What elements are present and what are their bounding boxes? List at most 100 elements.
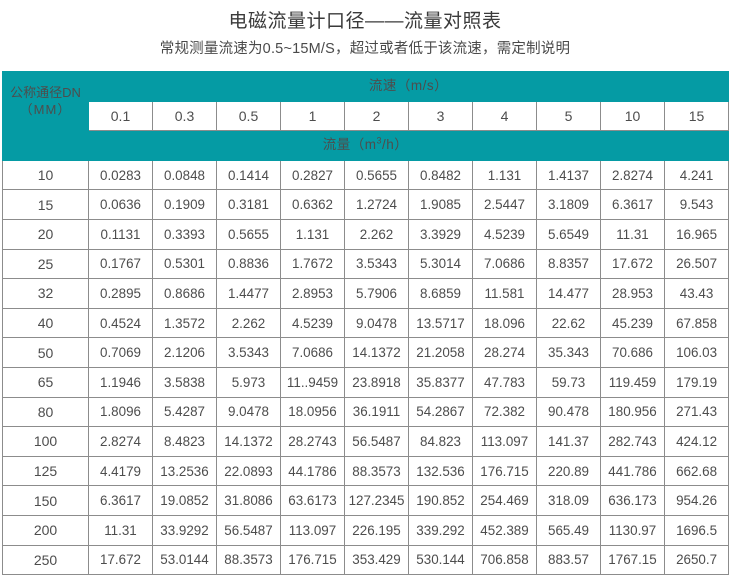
flow-value-cell: 7.0686 bbox=[280, 337, 345, 368]
flow-band-suffix: /h） bbox=[382, 137, 409, 153]
flow-value-cell: 1.4137 bbox=[536, 159, 601, 191]
flow-value-cell: 44.1786 bbox=[280, 455, 345, 487]
flow-value-cell: 180.956 bbox=[600, 396, 665, 428]
flow-value-cell: 5.6549 bbox=[536, 218, 601, 250]
flow-value-cell: 63.6173 bbox=[280, 485, 345, 516]
flow-value-cell: 0.5655 bbox=[216, 218, 281, 250]
flow-value-cell: 3.1809 bbox=[536, 189, 601, 220]
flow-value-cell: 1130.97 bbox=[600, 514, 665, 546]
flow-value-cell: 2650.7 bbox=[663, 544, 730, 576]
velocity-header-cell: 15 bbox=[663, 100, 730, 132]
flow-value-cell: 271.43 bbox=[663, 396, 730, 428]
dn-cell: 40 bbox=[2, 307, 89, 339]
flow-value-cell: 18.0956 bbox=[280, 396, 345, 428]
flow-value-cell: 54.2867 bbox=[408, 396, 473, 428]
flow-value-cell: 424.12 bbox=[663, 426, 730, 457]
table-row: 80 1.8096 5.4287 9.0478 18.0956 36.1911 54.286… bbox=[2, 396, 730, 428]
flow-value-cell: 1.4477 bbox=[216, 278, 281, 309]
flow-value-cell: 2.8953 bbox=[280, 278, 345, 309]
table-row: 50 0.7069 2.1206 3.5343 7.0686 14.1372 21.2058… bbox=[2, 337, 730, 368]
table-row: 40 0.4524 1.3572 2.262 4.5239 9.0478 13.5717 18… bbox=[2, 307, 730, 339]
flow-value-cell: 59.73 bbox=[536, 366, 601, 398]
flow-value-cell: 14.1372 bbox=[344, 337, 409, 368]
flow-value-cell: 6.3617 bbox=[88, 485, 153, 516]
table-row: 25 0.1767 0.5301 0.8836 1.7672 3.5343 5.3014 7.… bbox=[2, 248, 730, 280]
flow-value-cell: 28.2743 bbox=[280, 426, 345, 457]
table-row: 65 1.1946 3.5838 5.973 11..9459 23.8918 35.837… bbox=[2, 366, 730, 398]
flow-value-cell: 254.469 bbox=[472, 485, 537, 516]
table-row: 150 6.3617 19.0852 31.8086 63.6173 127.2345 19… bbox=[2, 485, 730, 516]
flow-value-cell: 1767.15 bbox=[600, 544, 665, 576]
flow-value-cell: 56.5487 bbox=[344, 426, 409, 457]
flow-value-cell: 18.096 bbox=[472, 307, 537, 339]
flow-value-cell: 339.292 bbox=[408, 514, 473, 546]
velocity-band-header: 流速（m/s） bbox=[87, 71, 730, 102]
flow-value-cell: 4.5239 bbox=[472, 218, 537, 250]
table-body: 10 0.0283 0.0848 0.1414 0.2827 0.5655 0.8482 1.… bbox=[2, 159, 730, 576]
flow-value-cell: 0.4524 bbox=[88, 307, 153, 339]
flow-band-prefix: 流量（m bbox=[322, 137, 377, 153]
table-row: 125 4.4179 13.2536 22.0893 44.1786 88.3573 132… bbox=[2, 455, 730, 487]
flow-value-cell: 26.507 bbox=[663, 248, 730, 280]
flow-value-cell: 5.973 bbox=[216, 366, 281, 398]
velocity-header-cell: 1 bbox=[280, 100, 345, 132]
dn-cell: 80 bbox=[2, 396, 89, 428]
flow-value-cell: 1.131 bbox=[472, 159, 537, 191]
dn-cell: 200 bbox=[2, 514, 89, 546]
flow-value-cell: 0.5655 bbox=[344, 159, 409, 191]
flow-value-cell: 2.262 bbox=[216, 307, 281, 339]
flow-value-cell: 47.783 bbox=[472, 366, 537, 398]
flow-value-cell: 14.477 bbox=[536, 278, 601, 309]
table-row: 20 0.1131 0.3393 0.5655 1.131 2.262 3.3929 4.52… bbox=[2, 218, 730, 250]
table-row: 100 2.8274 8.4823 14.1372 28.2743 56.5487 84.8… bbox=[2, 426, 730, 457]
velocity-header-cell: 2 bbox=[344, 100, 409, 132]
velocity-header-cell: 5 bbox=[536, 100, 601, 132]
table-row: 200 11.31 33.9292 56.5487 113.097 226.195 339.… bbox=[2, 514, 730, 546]
flow-value-cell: 11.31 bbox=[88, 514, 153, 546]
flow-value-cell: 53.0144 bbox=[152, 544, 217, 576]
flow-value-cell: 0.7069 bbox=[88, 337, 153, 368]
flow-value-cell: 36.1911 bbox=[344, 396, 409, 428]
flow-value-cell: 14.1372 bbox=[216, 426, 281, 457]
table-row: 10 0.0283 0.0848 0.1414 0.2827 0.5655 0.8482 1.… bbox=[2, 159, 730, 191]
flow-value-cell: 5.7906 bbox=[344, 278, 409, 309]
header-row-flow-band: 流量（m3/h） bbox=[1, 130, 730, 161]
flow-value-cell: 0.2827 bbox=[280, 159, 345, 191]
flow-value-cell: 0.8482 bbox=[408, 159, 473, 191]
flow-value-cell: 954.26 bbox=[663, 485, 730, 516]
dn-cell: 20 bbox=[2, 218, 89, 250]
flow-value-cell: 4.241 bbox=[663, 159, 730, 191]
flow-value-cell: 70.686 bbox=[600, 337, 665, 368]
flow-value-cell: 28.953 bbox=[600, 278, 665, 309]
flow-value-cell: 1.9085 bbox=[408, 189, 473, 220]
flow-value-cell: 176.715 bbox=[472, 455, 537, 487]
header-row-velocity: 公称通径DN （MM） 流速（m/s） bbox=[2, 70, 730, 132]
velocity-header-cell: 0.1 bbox=[88, 100, 153, 132]
flow-value-cell: 22.62 bbox=[536, 307, 601, 339]
flow-value-cell: 530.144 bbox=[408, 544, 473, 576]
flow-value-cell: 132.536 bbox=[408, 455, 473, 487]
flow-value-cell: 31.8086 bbox=[216, 485, 281, 516]
flow-value-cell: 113.097 bbox=[472, 426, 537, 457]
flow-value-cell: 0.0283 bbox=[88, 159, 153, 191]
velocity-header-cell: 0.5 bbox=[216, 100, 281, 132]
flow-value-cell: 0.0636 bbox=[88, 189, 153, 220]
flow-value-cell: 5.4287 bbox=[152, 396, 217, 428]
flow-value-cell: 226.195 bbox=[344, 514, 409, 546]
dn-cell: 250 bbox=[2, 544, 89, 576]
flow-value-cell: 67.858 bbox=[663, 307, 730, 339]
dn-cell: 32 bbox=[2, 278, 89, 309]
flow-value-cell: 636.173 bbox=[600, 485, 665, 516]
flow-value-cell: 17.672 bbox=[600, 248, 665, 280]
flow-value-cell: 883.57 bbox=[536, 544, 601, 576]
flow-value-cell: 706.858 bbox=[472, 544, 537, 576]
flow-band-superscript: 3 bbox=[376, 135, 383, 146]
velocity-header-cell: 0.3 bbox=[152, 100, 217, 132]
flow-value-cell: 3.5343 bbox=[344, 248, 409, 280]
dn-cell: 125 bbox=[2, 455, 89, 487]
flow-value-cell: 2.8274 bbox=[600, 159, 665, 191]
flow-comparison-table: 公称通径DN （MM） 流速（m/s） 0.1 0.3 0.5 1 2 3 4 5 10 15 流… bbox=[1, 70, 730, 576]
flow-value-cell: 441.786 bbox=[600, 455, 665, 487]
flow-value-cell: 1696.5 bbox=[663, 514, 730, 546]
